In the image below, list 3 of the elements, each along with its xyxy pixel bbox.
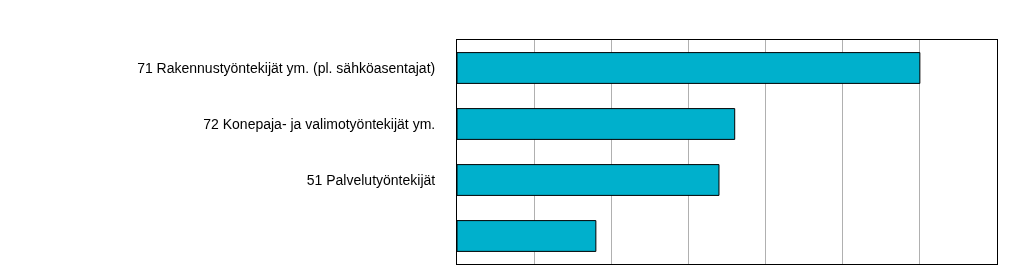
y-tick-label: 51 Palvelutyöntekijät (306, 171, 436, 188)
y-tick-label: 72 Konepaja- ja valimotyöntekijät ym. (203, 115, 436, 132)
y-tick-label: 71 Rakennustyöntekijät ym. (pl. sähköasentajat) (137, 59, 436, 76)
